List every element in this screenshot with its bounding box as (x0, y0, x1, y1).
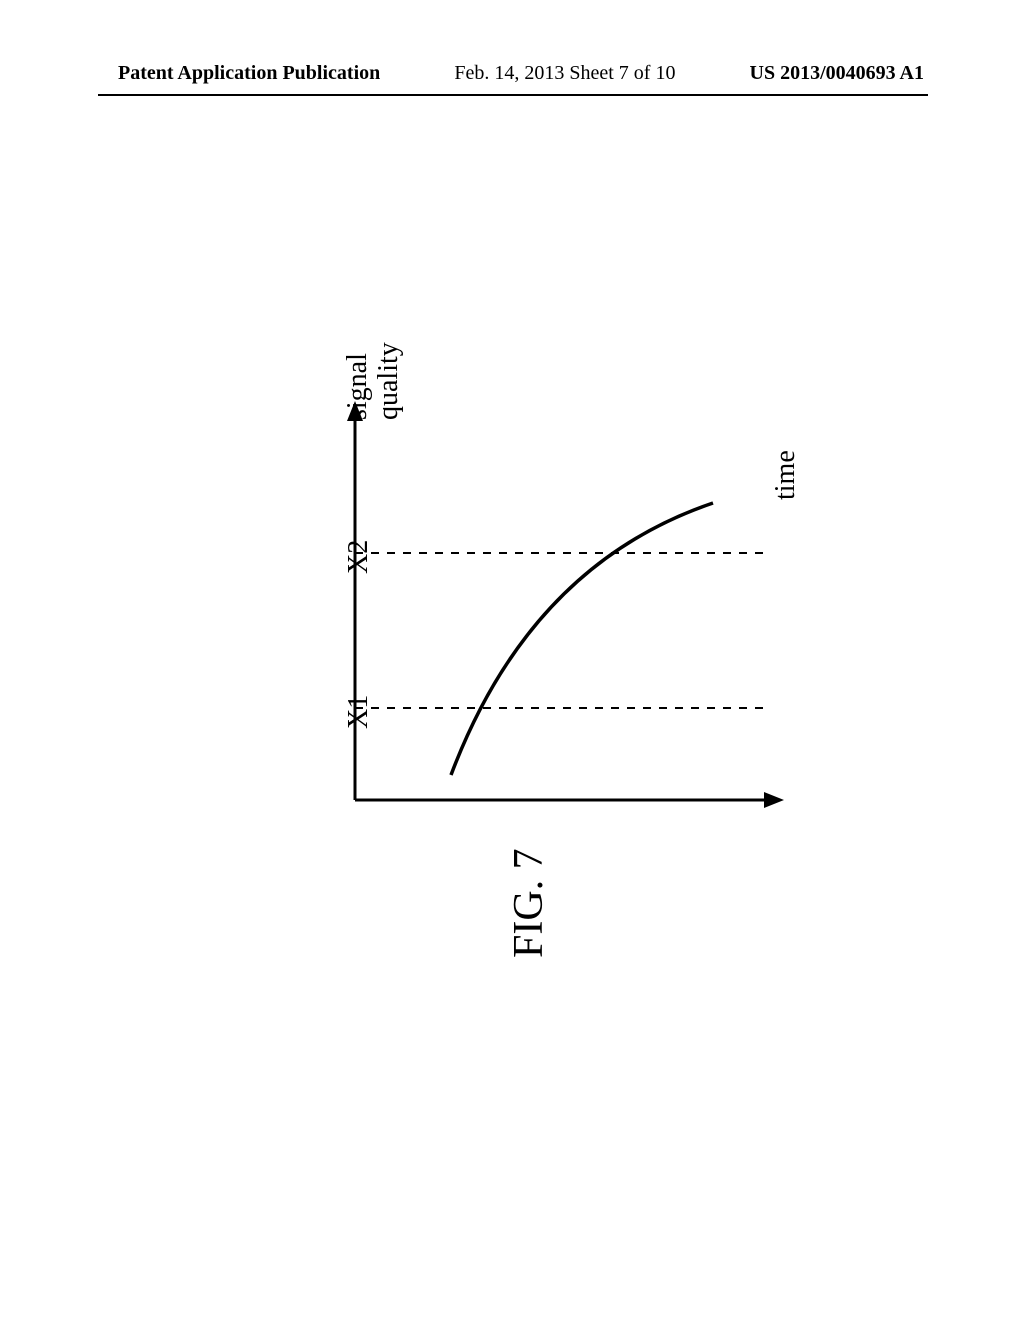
threshold-x1-label: X1 (343, 695, 375, 729)
signal-curve (451, 503, 713, 775)
y-axis-label-line1: signal (343, 342, 374, 420)
y-axis-label: signal quality (343, 342, 405, 420)
x-axis-label: time (770, 450, 802, 500)
figure-caption: FIG. 7 (505, 848, 553, 958)
threshold-x2-label: X2 (343, 540, 375, 574)
page-root: Patent Application Publication Feb. 14, … (0, 0, 1024, 1320)
x-axis (355, 792, 784, 808)
figure-7 (0, 0, 1024, 1320)
y-axis (347, 401, 363, 800)
y-axis-label-line2: quality (374, 342, 405, 420)
